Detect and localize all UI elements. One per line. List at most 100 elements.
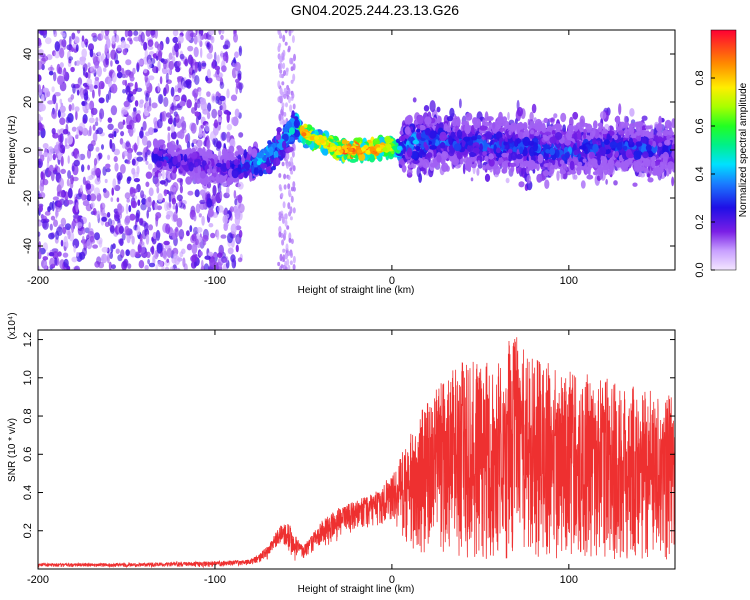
spectrogram-speckle <box>671 176 675 187</box>
spectrogram-speckle <box>130 95 135 101</box>
spectrogram-speckle <box>237 181 244 190</box>
spectrogram-speckle <box>53 71 57 82</box>
spectrogram-speckle <box>182 257 186 268</box>
spectrogram-speckle <box>289 57 293 65</box>
spectrogram-speckle <box>290 79 294 84</box>
spectrogram-speckle <box>146 149 151 156</box>
spectrogram-speckle <box>141 135 148 146</box>
spectrogram-speckle <box>238 229 243 238</box>
spectrogram-speckle <box>129 213 136 221</box>
spectrogram-speckle <box>280 108 284 116</box>
spectrogram-speckle <box>136 135 140 147</box>
spectrogram-speckle <box>186 230 190 237</box>
spectrogram-blob <box>541 123 546 133</box>
spectrogram-speckle <box>138 217 144 224</box>
spectrogram-speckle <box>145 197 152 208</box>
spectrogram-speckle <box>74 265 80 270</box>
spectrogram-speckle <box>140 31 145 43</box>
spectrogram-speckle <box>95 117 99 123</box>
spectrogram-speckle <box>144 264 149 270</box>
spectrogram-speckle <box>191 211 196 218</box>
spectrogram-speckle <box>96 66 102 77</box>
spectrogram-speckle <box>54 50 60 59</box>
spectrogram-speckle <box>122 79 126 86</box>
spectrogram-blob <box>501 161 508 169</box>
spectrogram-speckle <box>195 115 199 126</box>
spectrogram-speckle <box>230 223 237 235</box>
spectrogram-speckle <box>146 251 151 258</box>
spectrogram-speckle <box>671 118 675 129</box>
spectrogram-blob <box>268 146 274 156</box>
spectrogram-speckle <box>407 168 413 176</box>
spectrogram-speckle <box>131 158 136 166</box>
spectrogram-speckle <box>124 225 130 236</box>
spectrogram-blob <box>485 131 493 140</box>
spectrogram-speckle <box>278 226 282 233</box>
spectrogram-speckle <box>127 37 133 42</box>
spectrogram-blob <box>509 162 517 167</box>
spectrogram-blob <box>401 164 407 173</box>
spectrogram-speckle <box>529 111 534 122</box>
spectrogram-speckle <box>111 72 117 83</box>
spectrogram-speckle <box>283 184 287 190</box>
spectrogram-speckle <box>163 240 170 246</box>
spectrogram-speckle <box>289 216 293 221</box>
spectrogram-speckle <box>127 150 132 161</box>
spectrogram-speckle <box>196 99 201 109</box>
spectrogram-speckle <box>214 51 217 63</box>
spectrogram-speckle <box>641 115 648 121</box>
spectrogram-speckle <box>292 255 296 264</box>
spectrogram-speckle <box>197 61 202 72</box>
spectrogram-blob <box>549 164 555 175</box>
spectrogram-speckle <box>125 203 129 215</box>
spectrogram-speckle <box>136 151 143 156</box>
spectrogram-speckle <box>283 70 286 77</box>
spectrogram-speckle <box>165 223 171 235</box>
spectrogram-speckle <box>288 96 291 104</box>
spectrogram-speckle <box>176 139 179 146</box>
spectrogram-speckle <box>59 47 65 59</box>
spectrogram-speckle <box>124 30 129 38</box>
spectrogram-speckle <box>89 193 97 202</box>
spectrogram-speckle <box>221 131 227 141</box>
spectrogram-speckle <box>126 177 131 184</box>
spectrogram-blob <box>207 153 213 159</box>
spectrogram-blob <box>662 144 670 155</box>
spectrogram-speckle <box>60 102 64 107</box>
spectrogram-speckle <box>155 264 158 270</box>
spectrogram-speckle <box>175 203 178 214</box>
spectrogram-speckle <box>292 165 296 172</box>
spectrogram-speckle <box>199 199 206 205</box>
spectrogram-speckle <box>67 170 72 179</box>
spectrogram-speckle <box>235 225 242 231</box>
spectrogram-speckle <box>292 264 296 270</box>
spectrogram-speckle <box>71 47 74 52</box>
spectrogram-speckle <box>171 56 176 63</box>
spectrogram-speckle <box>87 231 95 239</box>
spectrogram-speckle <box>75 60 80 66</box>
spectrogram-speckle <box>286 162 289 169</box>
spectrogram-blob <box>215 176 221 184</box>
spectrogram-speckle <box>181 127 187 134</box>
spectrogram-speckle <box>605 179 608 185</box>
spectrogram-speckle <box>93 187 100 196</box>
spectrogram-speckle <box>47 156 50 164</box>
spectrogram-speckle <box>220 234 227 239</box>
spectrogram-speckle <box>60 217 67 226</box>
spectrogram-speckle <box>38 147 43 157</box>
spectrogram-blob <box>454 135 459 141</box>
spectrogram-speckle <box>536 173 543 183</box>
spectrogram-speckle <box>133 107 137 112</box>
spectrogram-speckle <box>219 72 223 78</box>
spectrogram-blob <box>543 117 549 123</box>
spectrogram-blob <box>512 132 516 142</box>
spectrogram-speckle <box>145 160 149 165</box>
spectrogram-speckle <box>115 34 120 43</box>
spectrogram-speckle <box>278 231 282 238</box>
spectrogram-speckle <box>62 226 67 235</box>
spectrogram-speckle <box>139 130 144 139</box>
spectrogram-speckle <box>289 104 293 113</box>
spectrogram-blob <box>479 143 483 152</box>
spectrogram-blob <box>456 150 463 160</box>
spectrogram-blob <box>486 116 494 122</box>
